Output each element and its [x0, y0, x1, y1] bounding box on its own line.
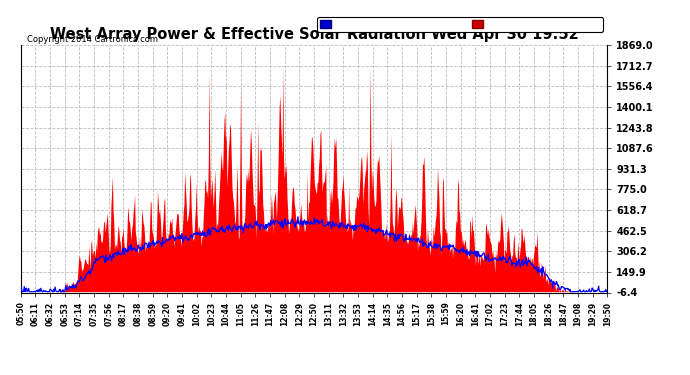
Text: Copyright 2014 Cartronics.com: Copyright 2014 Cartronics.com [26, 35, 157, 44]
Legend: Radiation (Effective w/m2), West Array (DC Watts): Radiation (Effective w/m2), West Array (… [317, 17, 602, 32]
Title: West Array Power & Effective Solar Radiation Wed Apr 30 19:52: West Array Power & Effective Solar Radia… [50, 27, 578, 42]
